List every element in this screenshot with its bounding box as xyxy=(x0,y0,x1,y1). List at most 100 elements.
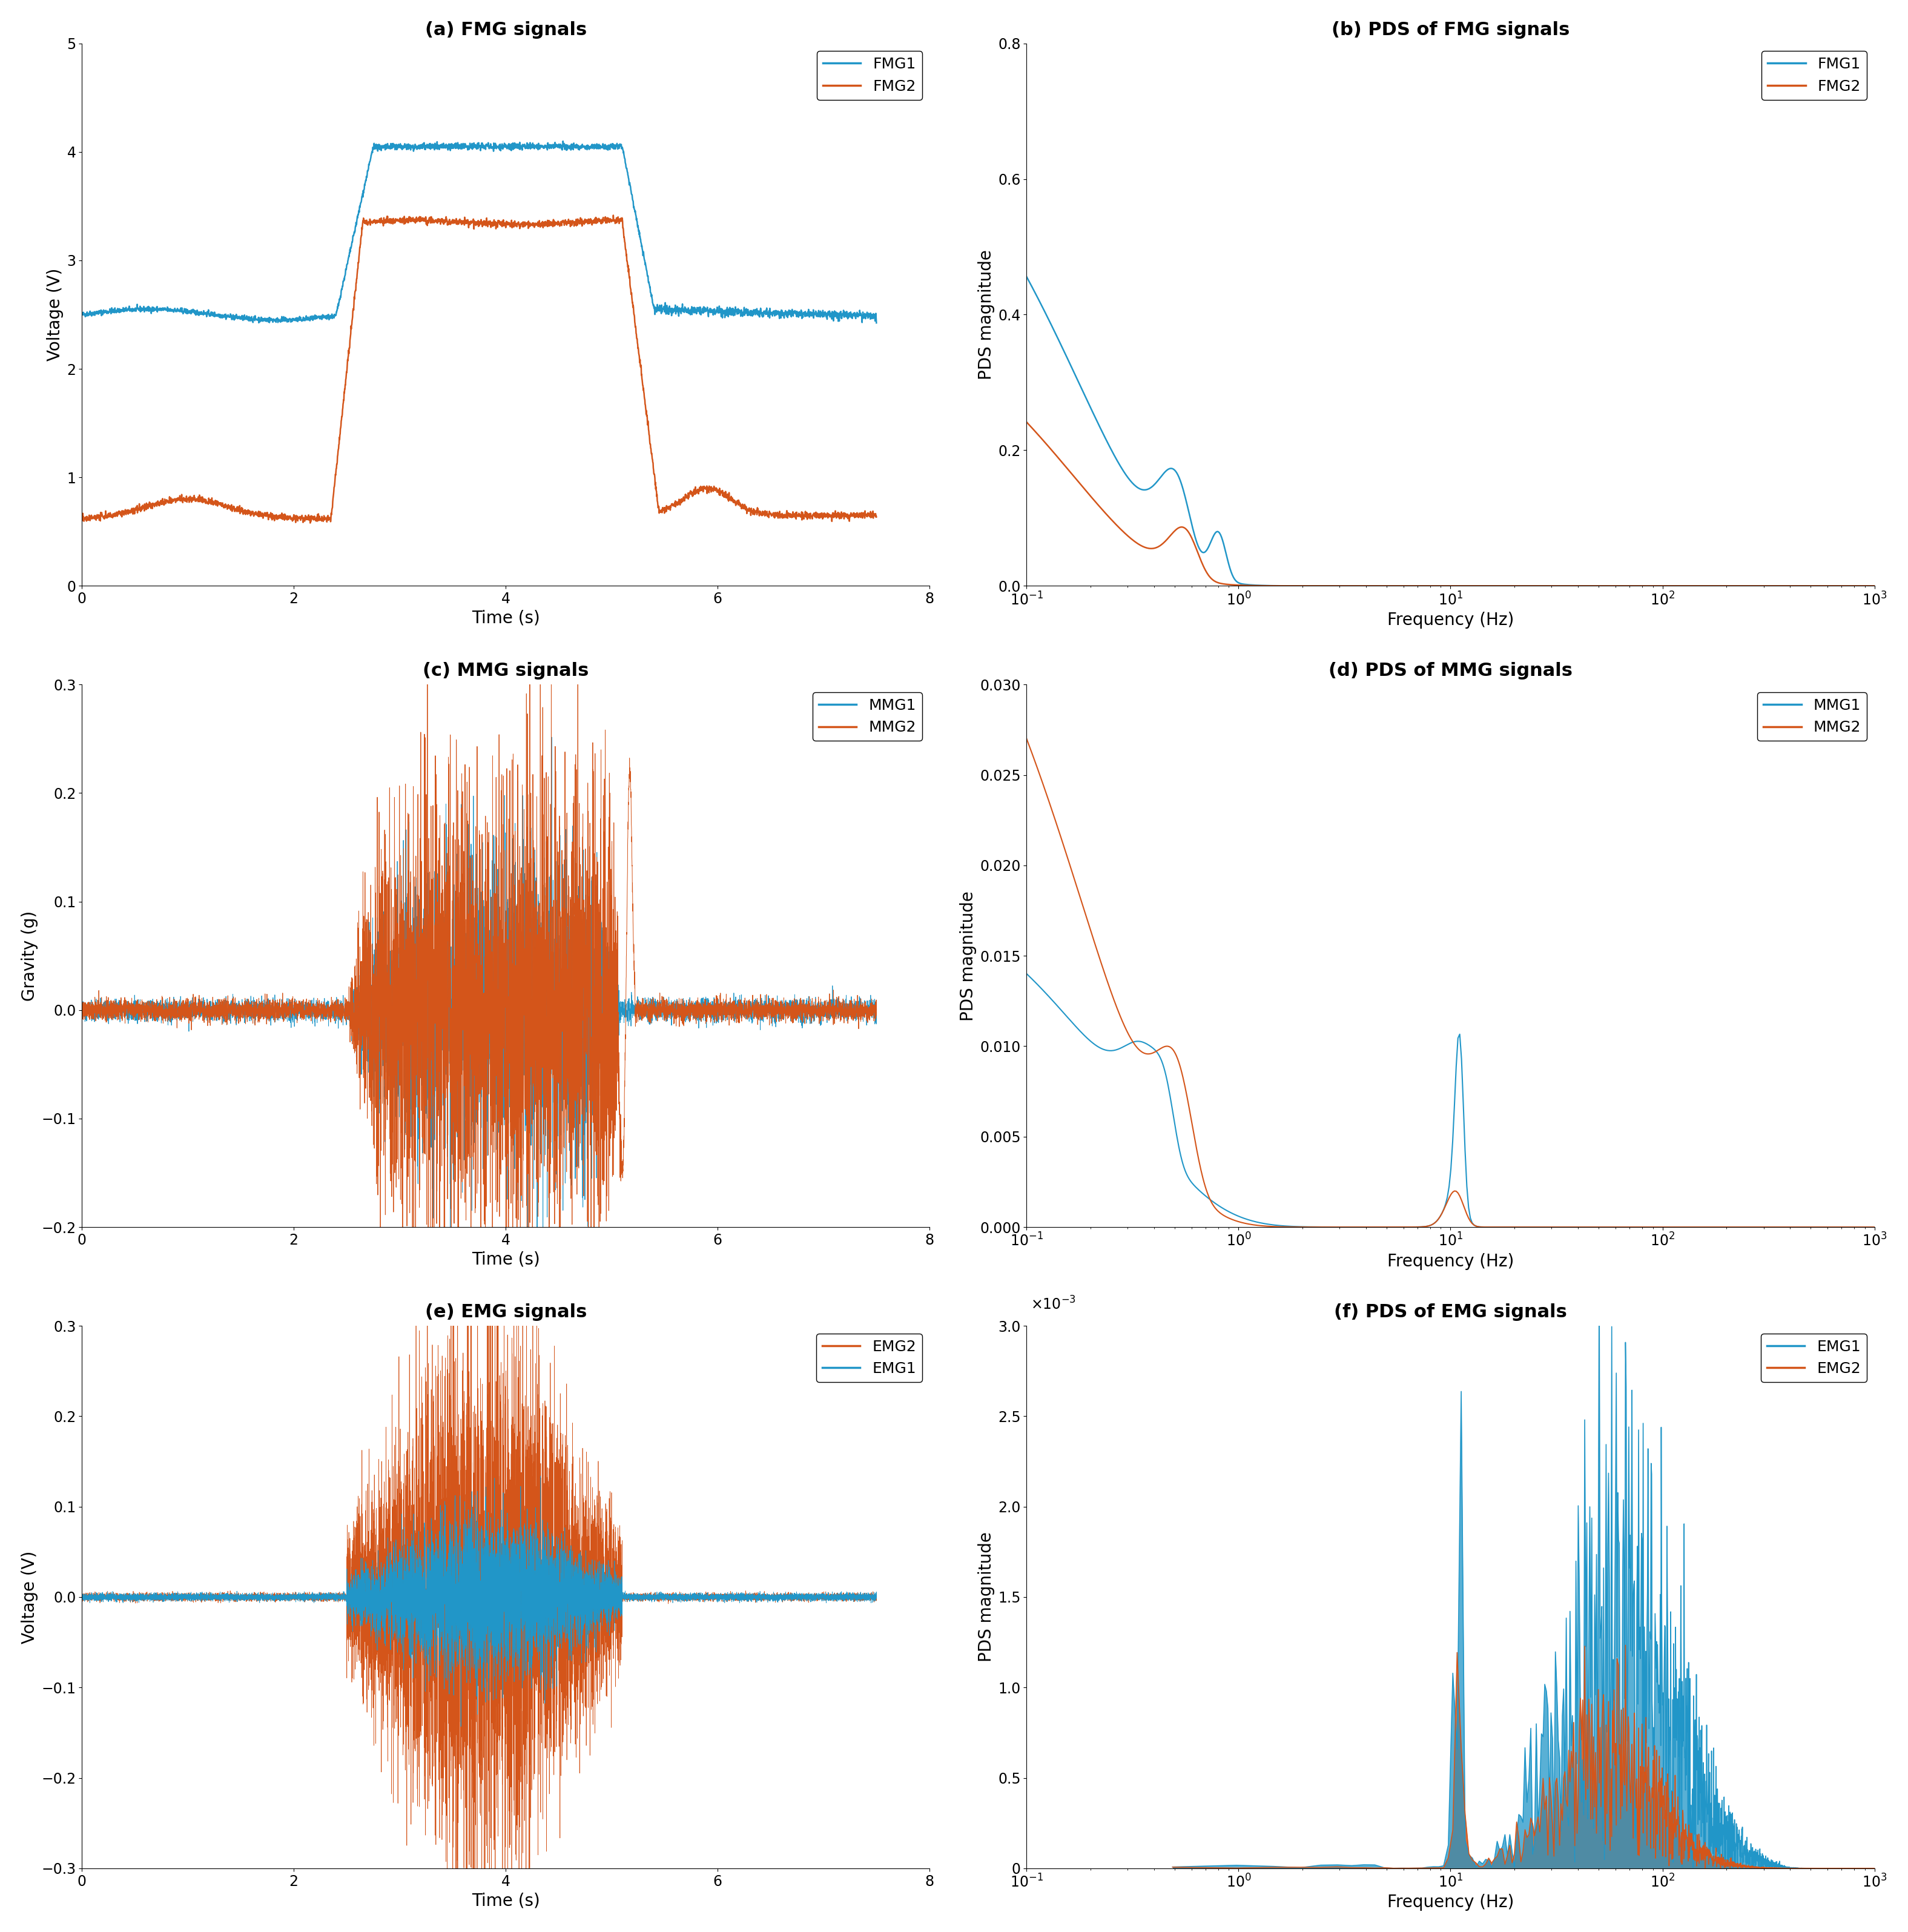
X-axis label: Frequency (Hz): Frequency (Hz) xyxy=(1387,612,1513,628)
Y-axis label: PDS magnitude: PDS magnitude xyxy=(977,1532,994,1662)
MMG2 xyxy=(1151,1036,1173,1059)
Line: MMG1: MMG1 xyxy=(1027,974,1874,1227)
MMG1 xyxy=(71,993,93,1016)
Legend: FMG1, FMG2: FMG1, FMG2 xyxy=(1761,50,1866,100)
FMG2 xyxy=(1015,410,1038,433)
Text: $\times10^{-3}$: $\times10^{-3}$ xyxy=(1030,1296,1076,1312)
FMG1 xyxy=(1181,512,1204,535)
FMG2 xyxy=(765,500,788,524)
EMG2 xyxy=(864,1584,887,1607)
EMG2 xyxy=(1803,1857,1826,1880)
FMG1 xyxy=(1349,574,1372,597)
EMG2 xyxy=(855,1588,878,1611)
Legend: MMG1, MMG2: MMG1, MMG2 xyxy=(813,692,922,740)
FMG1 xyxy=(71,303,93,327)
MMG1 xyxy=(1721,1215,1744,1238)
EMG2 xyxy=(1750,1857,1773,1880)
MMG2 xyxy=(1860,1215,1883,1238)
Y-axis label: Gravity (g): Gravity (g) xyxy=(21,910,38,1001)
MMG2 xyxy=(864,1001,887,1024)
Title: (f) PDS of EMG signals: (f) PDS of EMG signals xyxy=(1334,1304,1566,1321)
Y-axis label: PDS magnitude: PDS magnitude xyxy=(977,249,994,381)
MMG1 xyxy=(696,995,719,1018)
EMG2 xyxy=(1162,1855,1185,1878)
MMG2 xyxy=(233,1003,256,1026)
FMG2 xyxy=(1181,526,1204,549)
EMG1 xyxy=(761,1586,784,1609)
MMG2 xyxy=(567,589,590,612)
Legend: EMG2, EMG1: EMG2, EMG1 xyxy=(817,1333,922,1381)
X-axis label: Frequency (Hz): Frequency (Hz) xyxy=(1387,1252,1513,1269)
EMG2 xyxy=(864,1586,887,1609)
Line: FMG1: FMG1 xyxy=(1027,276,1874,585)
FMG1 xyxy=(763,299,786,323)
MMG2 xyxy=(368,875,391,898)
EMG2 xyxy=(511,1157,534,1180)
EMG1 xyxy=(864,1584,887,1607)
FMG2 xyxy=(160,489,183,512)
FMG2 xyxy=(601,203,624,226)
MMG1 xyxy=(1080,1030,1103,1053)
MMG1 xyxy=(864,999,887,1022)
X-axis label: Time (s): Time (s) xyxy=(471,1891,540,1909)
Line: EMG1: EMG1 xyxy=(82,1476,876,1727)
EMG1 xyxy=(1799,1857,1822,1880)
MMG1 xyxy=(540,726,563,750)
MMG1 xyxy=(1151,1049,1173,1072)
Line: MMG1: MMG1 xyxy=(82,738,876,1296)
EMG1 xyxy=(450,1716,473,1739)
FMG2 xyxy=(1622,574,1645,597)
MMG1 xyxy=(1053,1001,1076,1024)
EMG2 xyxy=(782,1584,805,1607)
EMG2 xyxy=(1614,1634,1637,1658)
Title: (e) EMG signals: (e) EMG signals xyxy=(425,1304,586,1321)
MMG1 xyxy=(517,1285,540,1308)
FMG1 xyxy=(1738,574,1761,597)
MMG1 xyxy=(584,970,607,993)
MMG2 xyxy=(403,1352,425,1376)
X-axis label: Time (s): Time (s) xyxy=(471,1250,540,1267)
FMG2 xyxy=(864,506,887,529)
EMG1 xyxy=(864,1584,887,1607)
FMG1 xyxy=(864,311,887,334)
Line: EMG2: EMG2 xyxy=(1173,1646,1874,1868)
MMG1 xyxy=(368,1101,391,1124)
EMG2 xyxy=(1803,1857,1826,1880)
Line: FMG2: FMG2 xyxy=(82,214,876,524)
Line: MMG2: MMG2 xyxy=(1027,738,1874,1227)
EMG1 xyxy=(1862,1857,1885,1880)
FMG2 xyxy=(1671,574,1694,597)
FMG2 xyxy=(300,512,322,535)
EMG1 xyxy=(1162,1855,1185,1878)
Line: FMG2: FMG2 xyxy=(1027,421,1874,585)
FMG1 xyxy=(849,303,872,327)
EMG1 xyxy=(427,1648,450,1671)
FMG2 xyxy=(1738,574,1761,597)
EMG1 xyxy=(578,1613,601,1636)
MMG1 xyxy=(1589,1215,1612,1238)
FMG1 xyxy=(1015,265,1038,288)
MMG1 xyxy=(1015,962,1038,985)
MMG2 xyxy=(1053,835,1076,858)
MMG1 xyxy=(862,1005,885,1028)
FMG2 xyxy=(410,209,433,232)
Line: EMG1: EMG1 xyxy=(1173,1275,1874,1868)
Legend: EMG1, EMG2: EMG1, EMG2 xyxy=(1761,1333,1866,1381)
FMG2 xyxy=(376,207,399,230)
FMG2 xyxy=(1112,520,1135,543)
MMG2 xyxy=(71,999,93,1022)
Title: (a) FMG signals: (a) FMG signals xyxy=(425,21,586,39)
Y-axis label: Voltage (V): Voltage (V) xyxy=(46,269,63,361)
Line: EMG2: EMG2 xyxy=(82,1169,876,1932)
MMG1 xyxy=(233,997,256,1020)
EMG2 xyxy=(1799,1857,1822,1880)
EMG2 xyxy=(761,1584,784,1607)
FMG1 xyxy=(208,305,231,328)
MMG2 xyxy=(1589,1215,1612,1238)
EMG1 xyxy=(71,1586,93,1609)
X-axis label: Frequency (Hz): Frequency (Hz) xyxy=(1387,1893,1513,1911)
FMG1 xyxy=(1078,394,1101,417)
EMG1 xyxy=(1803,1857,1826,1880)
EMG1 xyxy=(1774,1857,1797,1880)
EMG2 xyxy=(427,1519,450,1542)
